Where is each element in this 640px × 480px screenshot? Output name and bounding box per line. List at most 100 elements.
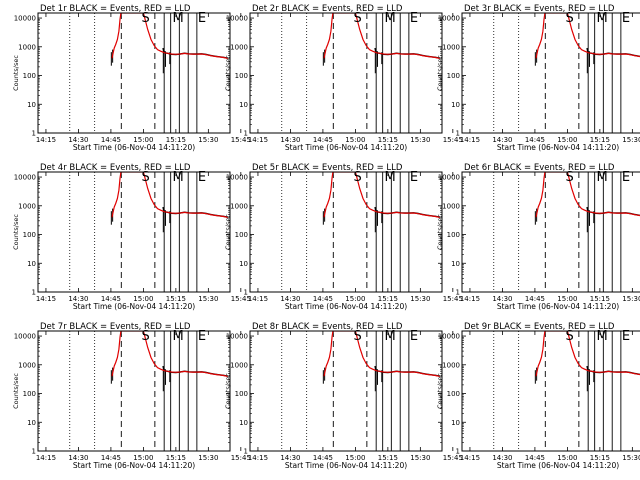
y-tick-label: 100	[235, 231, 248, 239]
series-lld	[535, 331, 640, 377]
y-tick-label: 100	[23, 390, 36, 398]
x-tick-label: 15:15	[166, 454, 186, 462]
y-axis-label: Counts/sec	[224, 373, 232, 409]
x-tick-label: 14:45	[101, 295, 121, 303]
panel-title: Det 3r BLACK = Events, RED = LLD	[464, 4, 615, 14]
x-tick-label: 14:45	[525, 295, 545, 303]
y-tick-label: 10	[451, 419, 460, 427]
y-tick-label: 10000	[226, 174, 248, 182]
panel-9: Det 9r BLACK = Events, RED = LLD Counts/s…	[436, 322, 640, 470]
marker-m: M	[173, 11, 184, 26]
panel-title: Det 1r BLACK = Events, RED = LLD	[40, 4, 191, 14]
y-tick-label: 10	[451, 260, 460, 268]
y-tick-label: 1000	[442, 361, 460, 369]
x-tick-label: 15:45	[443, 136, 463, 144]
y-axis-label: Counts/sec	[436, 373, 444, 409]
marker-e: E	[622, 170, 630, 185]
plot-frame	[249, 330, 443, 452]
y-tick-label: 1000	[230, 202, 248, 210]
y-tick-label: 100	[447, 72, 460, 80]
marker-m: M	[597, 170, 608, 185]
x-tick-label: 15:30	[410, 295, 430, 303]
marker-m: M	[385, 170, 396, 185]
x-axis-label: Start Time (06-Nov-04 14:11:20)	[285, 461, 407, 470]
x-tick-label: 15:00	[133, 295, 153, 303]
x-tick-label: 14:45	[525, 454, 545, 462]
x-tick-label: 14:15	[460, 136, 480, 144]
x-tick-label: 15:45	[231, 136, 251, 144]
x-tick-label: 14:15	[36, 454, 56, 462]
plot-area	[38, 172, 228, 292]
y-tick-label: 1000	[230, 43, 248, 51]
plot-area	[250, 331, 440, 451]
plot-area	[38, 331, 228, 451]
y-tick-label: 1	[244, 448, 248, 456]
panel-title: Det 7r BLACK = Events, RED = LLD	[40, 322, 191, 332]
y-tick-label: 1000	[230, 361, 248, 369]
plot-frame	[461, 171, 640, 293]
y-tick-label: 1	[32, 289, 36, 297]
y-tick-label: 1	[244, 289, 248, 297]
panel-5: Det 5r BLACK = Events, RED = LLD Counts/s…	[224, 163, 463, 311]
marker-e: E	[410, 11, 418, 26]
y-tick-label: 10	[27, 419, 36, 427]
plot-frame	[461, 330, 640, 452]
y-tick-label: 1	[456, 448, 460, 456]
x-axis-label: Start Time (06-Nov-04 14:11:20)	[497, 143, 619, 152]
panel-1: Det 1r BLACK = Events, RED = LLD Counts/s…	[12, 4, 251, 152]
x-tick-label: 14:30	[280, 454, 300, 462]
marker-e: E	[410, 329, 418, 344]
x-tick-label: 14:30	[492, 136, 512, 144]
y-tick-label: 1000	[18, 361, 36, 369]
y-tick-label: 100	[23, 231, 36, 239]
x-tick-label: 14:30	[68, 295, 88, 303]
marker-s: S	[566, 329, 574, 344]
x-tick-label: 14:45	[101, 454, 121, 462]
y-tick-label: 100	[235, 390, 248, 398]
x-tick-label: 14:30	[280, 295, 300, 303]
y-tick-label: 1	[456, 130, 460, 138]
x-tick-label: 15:00	[133, 454, 153, 462]
marker-m: M	[385, 11, 396, 26]
plot-area	[38, 13, 228, 133]
series-lld	[323, 13, 440, 59]
marker-s: S	[566, 170, 574, 185]
y-tick-label: 10000	[438, 333, 460, 341]
y-tick-label: 1	[244, 130, 248, 138]
marker-e: E	[410, 170, 418, 185]
x-tick-label: 15:15	[590, 295, 610, 303]
x-tick-label: 14:30	[68, 454, 88, 462]
y-tick-label: 100	[235, 72, 248, 80]
panel-title: Det 6r BLACK = Events, RED = LLD	[464, 163, 615, 173]
y-tick-label: 100	[23, 72, 36, 80]
x-tick-label: 14:30	[68, 136, 88, 144]
y-axis-label: Counts/sec	[436, 55, 444, 91]
x-tick-label: 15:15	[166, 295, 186, 303]
x-tick-label: 14:45	[313, 454, 333, 462]
y-tick-label: 100	[447, 231, 460, 239]
x-axis-label: Start Time (06-Nov-04 14:11:20)	[285, 302, 407, 311]
panel-3: Det 3r BLACK = Events, RED = LLD Counts/s…	[436, 4, 640, 152]
x-tick-label: 14:45	[313, 295, 333, 303]
series-lld	[323, 172, 440, 218]
y-axis-label: Counts/sec	[224, 55, 232, 91]
x-tick-label: 14:45	[313, 136, 333, 144]
panel-7: Det 7r BLACK = Events, RED = LLD Counts/s…	[12, 322, 251, 470]
y-tick-label: 1000	[442, 43, 460, 51]
plot-area	[250, 172, 440, 292]
x-tick-label: 15:30	[622, 454, 640, 462]
y-tick-label: 100	[447, 390, 460, 398]
marker-m: M	[597, 11, 608, 26]
x-tick-label: 15:30	[410, 136, 430, 144]
y-tick-label: 10	[451, 101, 460, 109]
x-axis-label: Start Time (06-Nov-04 14:11:20)	[497, 461, 619, 470]
plot-frame	[249, 12, 443, 134]
y-tick-label: 1000	[18, 202, 36, 210]
marker-s: S	[354, 170, 362, 185]
y-tick-label: 10000	[14, 15, 36, 23]
panel-8: Det 8r BLACK = Events, RED = LLD Counts/s…	[224, 322, 463, 470]
x-tick-label: 15:00	[345, 454, 365, 462]
panel-title: Det 8r BLACK = Events, RED = LLD	[252, 322, 403, 332]
y-tick-label: 10000	[438, 174, 460, 182]
y-axis-label: Counts/sec	[12, 55, 20, 91]
